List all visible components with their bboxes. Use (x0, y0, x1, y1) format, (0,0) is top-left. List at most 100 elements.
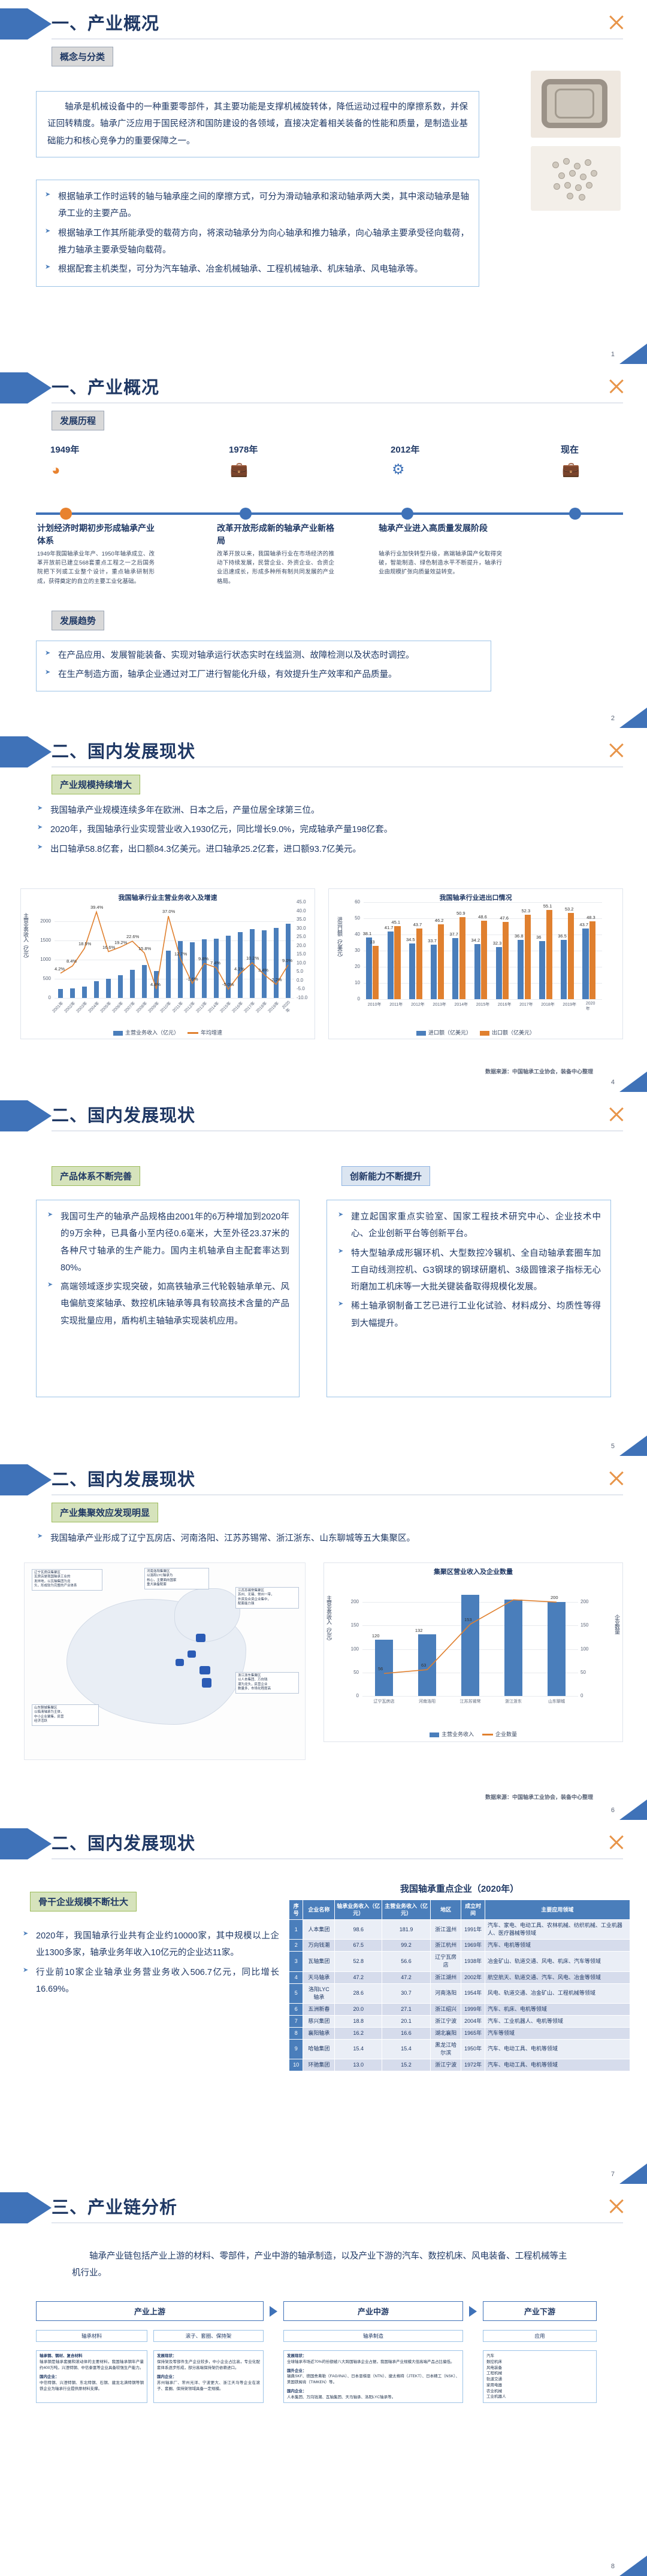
grid-line (362, 1696, 578, 1697)
x-tick-label: 2019年 (267, 1001, 280, 1014)
bar-value-label: 38.1 (362, 931, 372, 937)
bar-value-label: 36.8 (514, 933, 524, 939)
table-cell: 汽车、电动工具、电机等领域 (484, 2058, 631, 2071)
bar-value-label: 33 (370, 939, 375, 945)
y2-tick-label: 50 (581, 1669, 586, 1675)
y-tick-label: 500 (43, 976, 51, 981)
chain-sub-parts: 滚子、套圈、保持架 (153, 2330, 264, 2342)
slide3-header: 二、国内发展现状 (0, 728, 647, 775)
bar (546, 910, 552, 999)
block-title: 国外企业： (287, 2368, 307, 2373)
table-cell: 99.2 (382, 1939, 431, 1952)
bar (524, 914, 531, 999)
section-chip-backbone: 骨干企业规模不断壮大 (30, 1892, 137, 1911)
header-block-shape (0, 1100, 28, 1131)
y2-tick-label: 35.0 (297, 917, 306, 923)
table-cell: 1938年 (461, 1951, 485, 1972)
page-number: 7 (610, 2171, 615, 2178)
line-value-label: 16.6% (102, 944, 116, 950)
table-cell: 1991年 (461, 1919, 485, 1940)
chain-head-midstream: 产业中游 (283, 2301, 463, 2321)
key-companies-table: 序号 企业名称 轴承业务收入（亿元） 主营业务收入（亿元） 地区 成立时间 主要应用领域 1… (288, 1899, 631, 2071)
table-cell: 2004年 (461, 2014, 485, 2028)
corner-decoration (619, 344, 647, 364)
y-tick-label: 0 (357, 996, 360, 1002)
chain-head-downstream: 产业下游 (483, 2301, 597, 2321)
line-value-label: 153 (464, 1617, 472, 1623)
timeline-heading-1949: 计划经济时期初步形成轴承产业体系 (37, 523, 155, 545)
slide-domestic-status-companies: 二、国内发展现状 骨干企业规模不断壮大 2020年，我国轴承行业共有企业约100… (0, 1820, 647, 2184)
y-tick-label: 60 (355, 899, 360, 905)
header-divider (52, 2222, 623, 2223)
page-number: 4 (610, 1079, 615, 1086)
page-title: 三、产业链分析 (52, 2198, 178, 2217)
x-tick-label: 2008年 (135, 1001, 149, 1014)
map-label-jiangsu: 江苏苏锡常集聚区 苏州、无锡、常州一带， 外资及合资企业集中， 配套能力强 (235, 1587, 299, 1609)
bar-value-label: 46.2 (434, 918, 444, 924)
close-icon (607, 741, 625, 759)
x-tick-label: 2009年 (147, 1001, 161, 1014)
line-value-label: 10.2% (246, 955, 259, 961)
timeline-axis (36, 512, 623, 515)
bar (285, 924, 291, 998)
map-marker-zhejiang (202, 1678, 211, 1688)
line-value-label: 39.4% (90, 905, 104, 911)
bar (261, 930, 267, 998)
table-column-header: 企业名称 (303, 1899, 335, 1920)
briefcase-icon: 💼 (230, 462, 248, 478)
header-divider (52, 1130, 623, 1131)
list-item: 我国可生产的轴承产品规格由2001年的6万种增加到2020年的9万余种，已具备小… (46, 1209, 289, 1276)
legend-item-export: 出口额（亿美元） (480, 1028, 535, 1036)
line-value-label: 63 (421, 1662, 427, 1668)
block-text: 人本集团、万向钱潮、瓦轴集团、天马轴承、洛阳LYC轴承等。 (287, 2395, 396, 2399)
bar-value-label: 32.3 (492, 940, 502, 946)
table-cell: 湖北襄阳 (430, 2026, 462, 2040)
chart-title: 我国轴承行业主营业务收入及增速 (118, 894, 217, 902)
table-row: 9 哈轴集团 15.4 15.4 黑龙江哈尔滨 1950年 汽车、电动工具、电机等领域 (288, 2038, 631, 2059)
bar-value-label: 43.7 (579, 922, 589, 927)
table-cell: 8 (288, 2026, 304, 2040)
x-tick-label: 江苏苏锡常 (459, 1700, 481, 1704)
x-tick-label: 2003年 (75, 1001, 89, 1014)
table-column-header: 地区 (430, 1899, 462, 1920)
table-row: 8 襄阳轴承 16.2 16.6 湖北襄阳 1965年 汽车等领域 (288, 2026, 631, 2040)
y-tick-label: 200 (350, 1599, 359, 1605)
bar (547, 1602, 566, 1696)
section-chip-product-system: 产品体系不断完善 (52, 1166, 141, 1186)
header-block-shape (0, 8, 28, 40)
line-series (383, 1599, 557, 1674)
y2-tick-label: 40.0 (297, 908, 306, 914)
line-value-label: -5.0% (222, 982, 234, 988)
x-tick-label: 2017年 (519, 1003, 533, 1007)
header-arrow-icon (28, 372, 52, 403)
y-tick-label: 150 (350, 1622, 359, 1628)
grid-line (364, 918, 602, 919)
table-cell: 汽车、电机等领域 (484, 1939, 631, 1952)
briefcase-icon: 💼 (562, 462, 580, 478)
legend-item-revenue: 主营业务收入（亿元） (113, 1028, 179, 1036)
line-value-label: 7.4% (210, 960, 221, 966)
line-series (60, 910, 289, 990)
bar (69, 988, 75, 998)
line-value-label: 9.8% (198, 956, 209, 962)
bar (394, 926, 401, 999)
grid-line (55, 940, 294, 941)
bar (409, 943, 416, 999)
value-chain-header-row: 产业上游 产业中游 产业下游 (36, 2301, 611, 2321)
bar-value-label: 53.2 (564, 906, 574, 912)
slide1-header: 一、产业概况 (0, 0, 647, 47)
bar (452, 938, 459, 999)
x-tick-label: 2011年 (389, 1003, 403, 1007)
bar-value-label: 43.7 (413, 922, 422, 927)
bar (474, 943, 480, 999)
header-arrow-icon (28, 736, 52, 767)
section-chip-history: 发展历程 (52, 411, 105, 430)
block-text: 瑞典SKF、德国舍弗勒（FAG/INA）、日本恩梯恩（NTN）、捷太格特（JTE… (287, 2374, 459, 2384)
data-source-note: 数据来源：中国轴承工业协会，装备中心整理 (485, 1069, 593, 1075)
legend-item-revenue: 主营业务收入 (429, 1730, 474, 1738)
table-cell: 28.6 (334, 1983, 383, 2004)
table-cell: 汽车、机床、电机等领域 (484, 2002, 631, 2016)
close-icon (607, 1469, 625, 1487)
bar-value-label: 120 (371, 1633, 380, 1639)
table-column-header: 主营业务收入（亿元） (382, 1899, 431, 1920)
